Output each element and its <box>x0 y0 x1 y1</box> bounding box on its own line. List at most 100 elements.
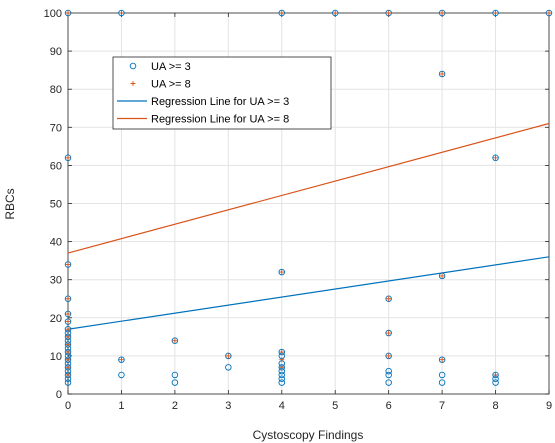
data-point-plus <box>493 155 499 161</box>
data-point-plus <box>65 364 71 370</box>
data-point-circle <box>545 9 553 17</box>
x-tick-label: 2 <box>172 400 178 412</box>
data-point-plus <box>279 364 285 370</box>
data-point-plus <box>65 349 71 355</box>
data-point-plus <box>225 353 231 359</box>
legend-label: Regression Line for UA >= 8 <box>151 114 289 126</box>
data-point-circle <box>64 9 72 17</box>
data-point-circle <box>438 379 446 386</box>
data-point-circle <box>385 9 392 17</box>
x-tick-label: 0 <box>65 400 71 412</box>
x-tick-label: 4 <box>279 400 285 412</box>
data-point-plus <box>493 372 499 378</box>
data-point-plus <box>65 311 71 317</box>
data-point-circle <box>225 364 232 371</box>
data-point-circle <box>171 371 179 379</box>
data-point-plus <box>439 357 445 363</box>
data-point-plus <box>65 296 71 302</box>
regression-line <box>67 256 550 330</box>
x-tick-label: 6 <box>386 400 392 412</box>
y-tick-label: 40 <box>50 237 62 249</box>
data-point-circle <box>278 375 286 383</box>
data-point-circle <box>492 371 499 379</box>
data-point-plus <box>386 10 392 16</box>
data-point-plus <box>65 357 71 363</box>
y-tick-label: 80 <box>50 84 62 96</box>
data-point-circle <box>64 310 72 318</box>
data-point-circle <box>438 9 446 17</box>
legend-label: UA >= 3 <box>151 61 191 73</box>
data-point-circle <box>278 9 286 17</box>
y-axis-label: RBCs <box>3 188 17 219</box>
data-point-plus <box>439 273 445 279</box>
data-point-circle <box>64 154 72 162</box>
data-point-circle <box>64 341 72 348</box>
data-point-circle <box>438 371 446 379</box>
x-axis-label: Cystoscopy Findings <box>253 428 364 442</box>
data-point-plus <box>65 326 71 332</box>
data-point-circle <box>64 261 72 268</box>
data-point-circle <box>64 371 72 379</box>
data-point-circle <box>278 348 286 356</box>
data-point-circle <box>64 364 72 371</box>
data-point-plus <box>172 338 178 344</box>
data-point-plus <box>65 319 71 325</box>
legend-label: Regression Line for UA >= 3 <box>151 96 289 108</box>
data-point-circle <box>331 9 339 17</box>
data-point-circle <box>171 337 179 344</box>
legend-box <box>112 56 332 130</box>
data-point-plus <box>386 330 392 336</box>
legend: UA >= 3 UA >= 8 Regression Line for UA >= … <box>112 56 332 130</box>
data-point-plus <box>386 353 392 359</box>
data-point-plus <box>65 341 71 347</box>
y-tick-label: 50 <box>50 199 62 211</box>
data-point-plus <box>279 269 285 275</box>
data-point-circle <box>225 352 232 360</box>
data-point-circle <box>278 379 286 386</box>
data-point-plus <box>439 10 445 16</box>
y-tick-label: 60 <box>50 160 62 172</box>
y-tick-label: 90 <box>50 46 62 58</box>
data-point-circle <box>171 379 179 386</box>
data-point-circle <box>385 352 392 360</box>
data-point-circle <box>492 379 499 386</box>
x-tick-label: 5 <box>332 400 338 412</box>
data-point-circle <box>64 348 72 356</box>
data-point-circle <box>64 325 72 333</box>
data-point-plus <box>279 349 285 355</box>
data-point-circle <box>64 333 72 341</box>
data-point-plus <box>65 261 71 267</box>
data-point-circle <box>385 367 392 375</box>
data-point-plus <box>493 10 499 16</box>
data-point-circle <box>278 371 286 379</box>
data-point-circle <box>64 318 72 325</box>
data-point-plus <box>332 10 338 16</box>
legend-marker <box>129 62 137 70</box>
x-tick-label: 8 <box>492 400 498 412</box>
x-tick-label: 1 <box>118 400 124 412</box>
data-point-circle <box>278 364 286 371</box>
data-point-plus <box>65 372 71 378</box>
x-tick-label: 9 <box>546 400 552 412</box>
data-point-circle <box>385 379 392 386</box>
regression-line <box>67 122 550 254</box>
data-point-circle <box>118 371 125 379</box>
data-point-plus <box>546 10 552 16</box>
data-point-circle <box>438 356 446 363</box>
data-point-circle <box>492 154 499 162</box>
y-tick-label: 30 <box>50 275 62 287</box>
data-point-plus <box>65 334 71 340</box>
y-tick-label: 100 <box>44 8 62 20</box>
data-point-plus <box>118 10 124 16</box>
data-point-plus <box>386 296 392 302</box>
data-point-plus <box>279 357 285 363</box>
y-tick-label: 0 <box>56 389 62 401</box>
data-point-circle <box>438 70 446 78</box>
data-point-circle <box>278 268 286 276</box>
data-point-circle <box>385 329 392 337</box>
data-point-plus <box>65 10 71 16</box>
data-point-circle <box>492 9 499 17</box>
data-point-plus <box>65 155 71 161</box>
data-point-plus <box>118 357 124 363</box>
